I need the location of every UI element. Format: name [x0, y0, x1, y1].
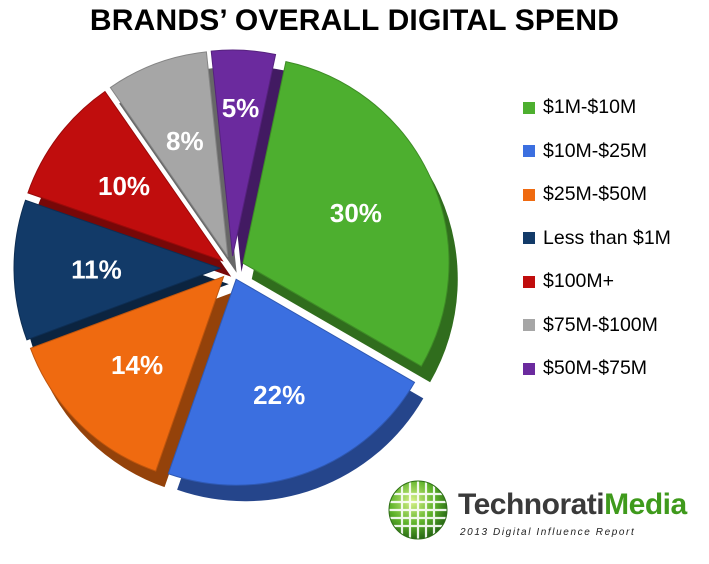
legend-label: $50M-$75M	[543, 357, 648, 380]
slice-data-label: 14%	[111, 350, 163, 380]
pie-slice	[242, 61, 450, 367]
legend-label: $10M-$25M	[543, 139, 648, 162]
chart-legend: $1M-$10M $10M-$25M $25M-$50M Less than $…	[523, 86, 671, 391]
slice-data-label: 5%	[222, 93, 260, 123]
legend-swatch	[523, 101, 535, 114]
pie-slice	[167, 278, 416, 486]
slice-data-label: 22%	[253, 380, 305, 410]
legend-swatch	[523, 275, 535, 288]
pie-slice	[210, 49, 277, 257]
slice-data-label: 8%	[166, 126, 204, 156]
pie-slice	[109, 51, 229, 258]
legend-item: $25M-$50M	[523, 173, 671, 217]
logo-wordmark: TechnoratiMedia	[458, 488, 687, 521]
legend-swatch	[523, 188, 535, 201]
pie-slice	[29, 275, 225, 472]
legend-label: $25M-$50M	[543, 183, 648, 206]
legend-item: $100M+	[523, 260, 671, 304]
pie-slice	[27, 90, 224, 262]
legend-label: $75M-$100M	[543, 313, 658, 336]
legend-swatch	[523, 319, 535, 332]
slice-data-label: 11%	[71, 254, 122, 284]
slice-data-label: 10%	[98, 171, 150, 201]
legend-swatch	[523, 362, 535, 375]
pie-labels: 30% 22% 14% 11% 10% 8% 5%	[71, 93, 382, 410]
legend-item: $75M-$100M	[523, 304, 671, 348]
legend-item: $10M-$25M	[523, 130, 671, 174]
pie-slice	[13, 199, 222, 341]
technorati-media-logo: TechnoratiMedia 2013 Digital Influence R…	[386, 478, 706, 550]
legend-item: Less than $1M	[523, 217, 671, 261]
logo-subtitle: 2013 Digital Influence Report	[460, 527, 636, 538]
legend-swatch	[523, 145, 535, 158]
legend-label: Less than $1M	[543, 226, 671, 249]
legend-item: $50M-$75M	[523, 347, 671, 391]
legend-item: $1M-$10M	[523, 86, 671, 130]
legend-label: $100M+	[543, 270, 615, 293]
slice-data-label: 30%	[330, 198, 382, 228]
legend-label: $1M-$10M	[543, 96, 637, 119]
chart-title: BRANDS’ OVERALL DIGITAL SPEND	[89, 4, 620, 37]
legend-swatch	[523, 232, 535, 245]
globe-icon	[388, 480, 448, 540]
pie-tops	[13, 49, 450, 486]
